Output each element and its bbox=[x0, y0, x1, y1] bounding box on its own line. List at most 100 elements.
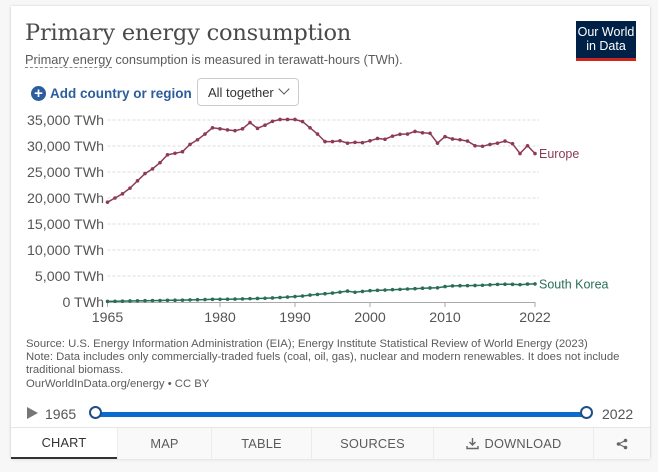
tab-table-label: TABLE bbox=[241, 436, 282, 451]
series-label: Europe bbox=[539, 147, 579, 161]
data-point bbox=[383, 137, 387, 142]
data-point bbox=[518, 151, 522, 156]
data-point bbox=[173, 298, 177, 303]
tab-map-label: MAP bbox=[150, 436, 179, 451]
logo-bar bbox=[576, 58, 636, 61]
data-point bbox=[188, 298, 192, 302]
data-point bbox=[293, 117, 297, 122]
data-point bbox=[390, 287, 395, 292]
add-country-label: Add country or region bbox=[50, 86, 192, 101]
data-point bbox=[480, 144, 485, 149]
timeline: 1965 2022 bbox=[11, 396, 650, 426]
data-point bbox=[225, 128, 230, 132]
tab-chart[interactable]: CHART bbox=[11, 428, 117, 459]
data-point bbox=[458, 137, 462, 142]
source-text: Source: U.S. Energy Information Administ… bbox=[26, 338, 588, 350]
facet-select-value: All together bbox=[208, 84, 274, 100]
chart-title: Primary energy consumption bbox=[25, 20, 352, 46]
data-point bbox=[420, 286, 425, 291]
data-point bbox=[150, 167, 155, 171]
data-point bbox=[300, 294, 305, 298]
credit-link[interactable]: OurWorldInData.org/energy • CC BY bbox=[26, 377, 210, 390]
data-point bbox=[195, 297, 200, 302]
data-point bbox=[368, 139, 372, 143]
y-tick-label: 30,000 TWh bbox=[27, 139, 104, 155]
data-point bbox=[345, 289, 350, 293]
timeline-start-handle[interactable] bbox=[88, 406, 102, 419]
data-point bbox=[488, 142, 492, 147]
data-point bbox=[173, 151, 177, 156]
data-point bbox=[413, 129, 417, 134]
tab-sources[interactable]: SOURCES bbox=[311, 428, 433, 459]
tab-chart-label: CHART bbox=[41, 435, 87, 450]
data-point bbox=[533, 151, 537, 156]
data-point bbox=[180, 149, 185, 154]
owid-logo[interactable]: Our World in Data bbox=[576, 21, 636, 61]
data-point bbox=[135, 179, 140, 183]
data-point bbox=[518, 282, 522, 287]
data-point bbox=[270, 296, 275, 300]
data-point bbox=[473, 283, 477, 288]
data-point bbox=[503, 282, 507, 287]
tab-table[interactable]: TABLE bbox=[211, 428, 311, 459]
data-point bbox=[375, 136, 380, 141]
data-point bbox=[113, 299, 117, 304]
facet-select[interactable]: All together bbox=[197, 78, 299, 106]
data-point bbox=[135, 299, 140, 303]
add-country-button[interactable]: + Add country or region bbox=[31, 86, 192, 101]
data-point bbox=[383, 288, 387, 292]
data-point bbox=[300, 119, 305, 124]
gridlines bbox=[107, 119, 539, 277]
data-point bbox=[323, 139, 327, 144]
data-point bbox=[330, 139, 335, 144]
data-point bbox=[218, 127, 222, 131]
data-point bbox=[203, 297, 207, 302]
chart-footer: Source: U.S. Energy Information Administ… bbox=[26, 338, 626, 391]
data-point bbox=[240, 127, 245, 131]
timeline-start-year: 1965 bbox=[45, 406, 77, 422]
data-point bbox=[435, 286, 440, 290]
tab-map[interactable]: MAP bbox=[117, 428, 211, 459]
data-point bbox=[375, 288, 380, 293]
data-point bbox=[105, 299, 110, 304]
data-point bbox=[345, 141, 350, 145]
data-point bbox=[390, 134, 395, 138]
y-tick-label: 25,000 TWh bbox=[27, 165, 104, 181]
data-point bbox=[533, 282, 537, 286]
data-point bbox=[158, 160, 162, 165]
data-point bbox=[458, 283, 462, 288]
data-point bbox=[480, 283, 485, 288]
data-point bbox=[398, 132, 402, 137]
data-point bbox=[143, 298, 147, 303]
data-point bbox=[263, 296, 267, 301]
data-point bbox=[473, 143, 477, 148]
chart-card: Primary energy consumption Primary energ… bbox=[11, 6, 650, 459]
tab-download-label: DOWNLOAD bbox=[484, 436, 562, 451]
data-point bbox=[450, 137, 455, 141]
share-button[interactable] bbox=[593, 428, 650, 459]
data-point bbox=[330, 291, 335, 295]
data-point bbox=[353, 140, 357, 145]
timeline-end-handle[interactable] bbox=[579, 406, 593, 419]
data-point bbox=[465, 283, 470, 288]
data-point bbox=[413, 286, 417, 291]
data-point bbox=[180, 298, 185, 302]
data-point bbox=[428, 131, 432, 136]
data-point bbox=[495, 282, 500, 287]
data-point bbox=[525, 143, 530, 148]
timeline-end-year: 2022 bbox=[602, 406, 634, 422]
timeline-slider[interactable] bbox=[95, 412, 586, 417]
play-icon[interactable] bbox=[27, 407, 38, 419]
tab-download[interactable]: DOWNLOAD bbox=[433, 428, 593, 459]
tab-bar: CHART MAP TABLE SOURCES DOWNLOAD bbox=[11, 427, 650, 459]
y-tick-label: 5,000 TWh bbox=[35, 269, 104, 285]
data-point bbox=[233, 128, 237, 133]
data-point bbox=[428, 286, 432, 290]
download-icon bbox=[465, 438, 479, 450]
data-point bbox=[210, 126, 215, 130]
definition-link[interactable]: Primary energy bbox=[25, 52, 112, 68]
y-tick-label: 0 TWh bbox=[62, 295, 104, 311]
data-point bbox=[105, 200, 110, 204]
data-point bbox=[203, 132, 207, 136]
data-point bbox=[240, 297, 245, 301]
